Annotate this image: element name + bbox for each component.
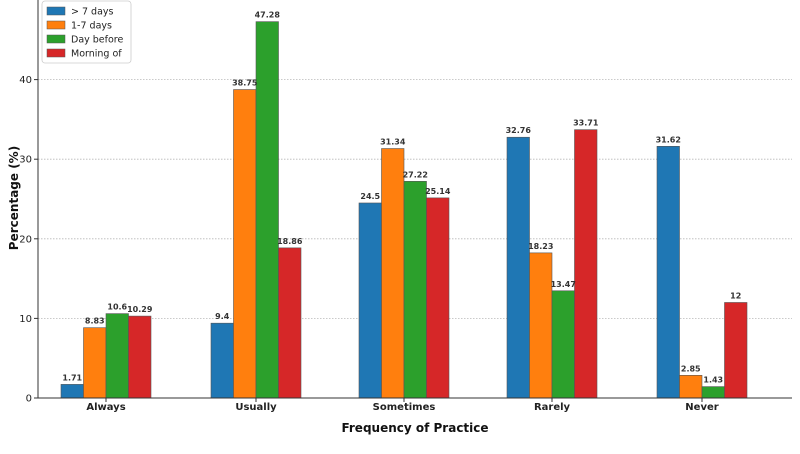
bar bbox=[128, 315, 152, 399]
data-label: 25.14 bbox=[425, 187, 451, 196]
x-axis-title: Frequency of Practice bbox=[341, 421, 488, 435]
data-label: 31.62 bbox=[656, 135, 681, 144]
x-tick-label: Never bbox=[685, 402, 718, 413]
bar bbox=[506, 136, 530, 399]
legend-label: Morning of bbox=[71, 49, 122, 60]
x-tick-label: Sometimes bbox=[373, 402, 436, 413]
data-label: 9.4 bbox=[215, 312, 230, 321]
bar bbox=[679, 375, 703, 399]
bar bbox=[403, 181, 427, 399]
data-label: 10.6 bbox=[107, 303, 127, 312]
data-label: 24.5 bbox=[360, 192, 380, 201]
data-label: 38.75 bbox=[232, 79, 258, 88]
legend-frame bbox=[41, 0, 132, 64]
data-label: 18.86 bbox=[277, 237, 303, 246]
data-label: 2.85 bbox=[681, 364, 701, 373]
data-label: 10.29 bbox=[127, 305, 153, 314]
x-tick-label: Always bbox=[86, 402, 125, 413]
y-tick-label: 20 bbox=[19, 234, 32, 245]
bar bbox=[278, 247, 302, 399]
bar bbox=[83, 327, 107, 399]
bar bbox=[105, 313, 129, 399]
bar bbox=[210, 322, 234, 399]
legend-label: 1-7 days bbox=[71, 21, 112, 32]
y-tick-label: 30 bbox=[19, 155, 32, 166]
data-label: 47.28 bbox=[255, 11, 281, 20]
axes bbox=[37, 0, 792, 399]
data-label: 18.23 bbox=[528, 242, 553, 251]
legend: > 7 days 1-7 days Day before Morning of bbox=[41, 0, 132, 64]
data-label: 13.47 bbox=[551, 280, 576, 289]
data-labels: 1.71 9.4 24.5 32.76 31.62 8.83 38.75 31.34 18.23… bbox=[62, 11, 741, 385]
bar bbox=[381, 148, 405, 399]
legend-label: Day before bbox=[71, 35, 124, 46]
data-label: 12 bbox=[730, 291, 741, 300]
bar bbox=[255, 21, 279, 399]
legend-swatch bbox=[46, 34, 66, 44]
tick-labels: 0 10 20 30 40 Always Usually Sometimes Rarely Nev… bbox=[19, 75, 718, 413]
bar bbox=[60, 384, 84, 399]
legend-swatch bbox=[46, 20, 66, 30]
y-tick-label: 10 bbox=[19, 314, 32, 325]
y-tick-label: 40 bbox=[19, 75, 32, 86]
legend-swatch bbox=[46, 6, 66, 16]
legend-swatch bbox=[46, 48, 66, 58]
y-tick-label: 0 bbox=[26, 394, 32, 405]
bar bbox=[233, 89, 257, 399]
bar bbox=[701, 386, 725, 399]
data-label: 8.83 bbox=[85, 317, 105, 326]
legend-label: > 7 days bbox=[71, 7, 114, 18]
bar bbox=[551, 290, 575, 399]
data-label: 27.22 bbox=[403, 170, 428, 179]
x-tick-label: Rarely bbox=[534, 402, 571, 413]
y-axis-title: Percentage (%) bbox=[7, 146, 21, 250]
data-label: 1.71 bbox=[62, 373, 82, 382]
data-label: 31.34 bbox=[380, 138, 406, 147]
bar bbox=[574, 129, 598, 399]
bar bbox=[529, 252, 553, 399]
bar bbox=[358, 202, 382, 399]
bar bbox=[426, 197, 450, 399]
data-label: 1.43 bbox=[703, 376, 723, 385]
x-tick-label: Usually bbox=[235, 402, 277, 413]
bar bbox=[656, 146, 680, 399]
data-label: 32.76 bbox=[506, 126, 532, 135]
bar bbox=[724, 302, 748, 399]
bars bbox=[60, 21, 748, 399]
data-label: 33.71 bbox=[573, 119, 599, 128]
